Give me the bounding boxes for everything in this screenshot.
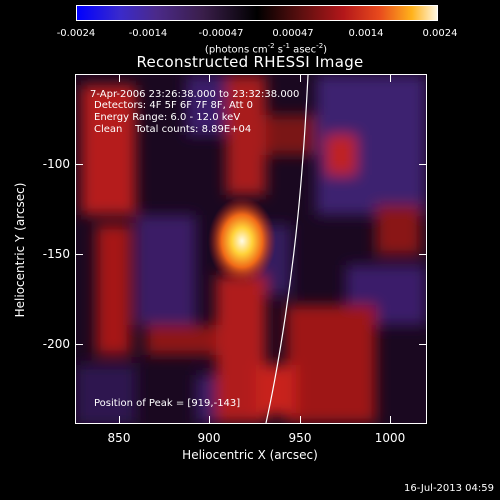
x-tick-mark: [119, 74, 120, 82]
x-tick-mark: [209, 74, 210, 82]
image-title: Reconstructed RHESSI Image: [136, 53, 364, 71]
colorbar-tick-label: -0.0014: [128, 28, 168, 39]
rhessi-image: [76, 75, 426, 423]
y-tick-mark: [75, 254, 83, 255]
solar-limb: [265, 75, 309, 423]
x-tick-mark: [390, 416, 391, 424]
colorbar-units: (photons cm-2 s-1 asec-2): [204, 42, 328, 56]
timestamp: 16-Jul-2013 04:59: [403, 483, 494, 494]
annotation-time-range: 7-Apr-2006 23:26:38.000 to 23:32:38.000: [90, 89, 300, 100]
rhessi-image-plot: 7-Apr-2006 23:26:38.000 to 23:32:38.000 …: [75, 74, 427, 424]
x-axis-label: Heliocentric X (arcsec): [182, 448, 318, 462]
x-tick-mark: [209, 416, 210, 424]
y-tick-mark: [75, 164, 83, 165]
x-tick-label: 950: [288, 431, 312, 445]
x-tick-mark: [390, 74, 391, 82]
colorbar-tick-label: 0.00047: [272, 28, 314, 39]
y-tick-label: -200: [42, 337, 70, 351]
x-tick-mark: [119, 416, 120, 424]
colorbar: [76, 5, 438, 21]
y-tick-mark: [75, 344, 83, 345]
x-tick-label: 850: [107, 431, 131, 445]
y-axis-label: Heliocentric Y (arcsec): [13, 182, 27, 318]
x-tick-label: 900: [197, 431, 221, 445]
y-tick-mark: [419, 254, 427, 255]
colorbar-tick-label: 0.0024: [422, 28, 458, 39]
y-tick-label: -150: [42, 247, 70, 261]
annotation-clean: Clean Total counts: 8.89E+04: [94, 124, 252, 135]
annotation-energy-range: Energy Range: 6.0 - 12.0 keV: [94, 112, 241, 123]
emission-blobs: [76, 75, 426, 423]
y-tick-mark: [419, 164, 427, 165]
flare-peak: [208, 197, 276, 285]
y-tick-mark: [419, 344, 427, 345]
annotation-peak-position: Position of Peak = [919,-143]: [94, 398, 241, 409]
colorbar-tick-label: 0.0014: [348, 28, 384, 39]
y-tick-label: -100: [42, 157, 70, 171]
x-tick-mark: [300, 74, 301, 82]
x-tick-label: 1000: [374, 431, 406, 445]
annotation-detectors: Detectors: 4F 5F 6F 7F 8F, Att 0: [94, 100, 254, 111]
x-tick-mark: [300, 416, 301, 424]
colorbar-tick-label: -0.00047: [198, 28, 244, 39]
colorbar-tick-label: -0.0024: [56, 28, 96, 39]
